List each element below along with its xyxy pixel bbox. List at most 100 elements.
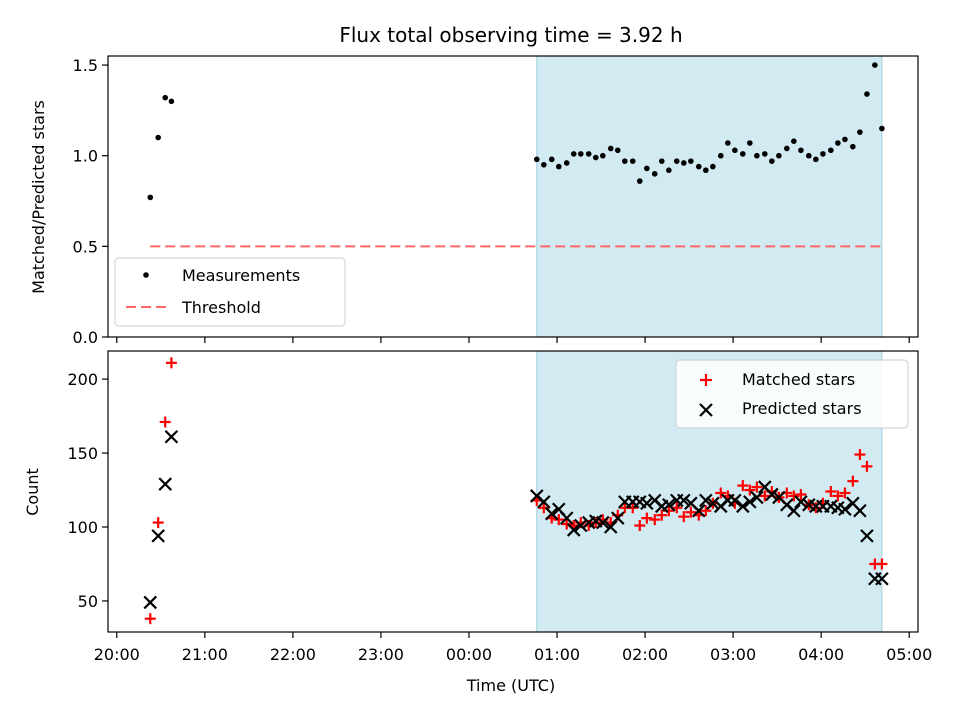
top-legend-box xyxy=(114,257,346,327)
measurement-point xyxy=(673,158,680,164)
measurement-point xyxy=(791,138,797,145)
measurement-point xyxy=(155,134,161,141)
measurement-point xyxy=(717,152,724,159)
predicted-star-point xyxy=(838,502,852,517)
measurement-point xyxy=(541,161,547,168)
measurement-point xyxy=(658,158,665,164)
legend-measurement-marker xyxy=(143,272,149,278)
measurement-point xyxy=(147,194,154,201)
matched-star-point xyxy=(538,502,550,514)
bottom-y-axis-label: Count xyxy=(23,468,42,516)
y-tick-label: 50 xyxy=(78,592,98,611)
predicted-star-point xyxy=(603,520,618,534)
measurement-point xyxy=(607,145,614,152)
measurement-point xyxy=(806,152,812,159)
predicted-star-point xyxy=(537,495,551,509)
measurement-point xyxy=(592,154,599,161)
x-axis-label: Time (UTC) xyxy=(466,676,555,695)
matched-star-point xyxy=(561,518,573,530)
x-tick-label: 21:00 xyxy=(182,645,228,664)
predicted-star-point xyxy=(151,529,165,543)
measurement-point xyxy=(629,158,636,164)
predicted-star-point xyxy=(610,511,625,525)
bottom-axes-frame xyxy=(107,350,919,633)
figure-title: Flux total observing time = 3.92 h xyxy=(339,23,682,47)
y-tick-label: 1.0 xyxy=(73,147,98,166)
measurement-point xyxy=(739,151,746,157)
predicted-star-point xyxy=(706,496,720,511)
x-tick-label: 05:00 xyxy=(886,645,932,664)
bottom-data-points xyxy=(143,357,889,625)
predicted-star-point xyxy=(787,503,801,518)
matched-star-point xyxy=(144,613,156,625)
measurement-point xyxy=(762,151,768,157)
matched-star-point xyxy=(795,488,807,500)
x-tick-label: 04:00 xyxy=(798,645,844,664)
y-tick-label: 1.5 xyxy=(73,56,98,75)
measurement-point xyxy=(710,163,716,170)
predicted-star-point xyxy=(164,430,179,444)
legend-predicted-marker xyxy=(699,403,713,417)
top-chart: 0.0 0.5 1.0 1.5 Matched/Predicted stars Mea… xyxy=(29,55,919,347)
matched-star-point xyxy=(751,481,763,493)
predicted-star-point xyxy=(765,487,779,502)
y-tick-label: 200 xyxy=(67,370,98,389)
measurement-point xyxy=(162,94,169,101)
measurement-point xyxy=(850,143,856,150)
y-tick-label: 100 xyxy=(67,518,98,537)
measurement-point xyxy=(681,160,687,166)
matched-star-point xyxy=(788,490,800,502)
predicted-star-point xyxy=(691,503,706,518)
predicted-star-point xyxy=(677,493,691,508)
measurement-point xyxy=(563,160,570,166)
top-legend: Measurements Threshold xyxy=(114,257,346,327)
matched-star-point xyxy=(737,480,749,492)
matched-star-point xyxy=(159,416,171,428)
measurement-point xyxy=(872,62,878,68)
top-axes-frame xyxy=(107,55,919,338)
measurement-point xyxy=(725,140,731,146)
matched-star-point xyxy=(876,558,888,570)
predicted-star-point xyxy=(640,496,654,511)
matched-star-point xyxy=(634,520,646,532)
matched-star-point xyxy=(649,514,661,526)
matched-star-point xyxy=(700,505,712,517)
measurement-point xyxy=(666,167,672,174)
measurement-point xyxy=(168,98,175,105)
matched-star-point xyxy=(165,357,177,369)
predicted-star-point xyxy=(794,495,808,509)
measurement-point xyxy=(533,156,540,163)
bottom-legend: Matched stars Predicted stars xyxy=(675,359,909,429)
measurement-point xyxy=(570,151,577,157)
y-tick-label: 150 xyxy=(67,444,98,463)
measurement-point xyxy=(857,129,863,135)
predicted-star-point xyxy=(143,595,158,610)
measurement-point xyxy=(754,152,760,159)
measurement-point xyxy=(835,140,841,146)
x-tick-label: 01:00 xyxy=(534,645,580,664)
predicted-star-point xyxy=(544,506,559,521)
top-y-ticks: 0.0 0.5 1.0 1.5 xyxy=(73,56,108,347)
measurement-point xyxy=(828,147,834,154)
matched-star-point xyxy=(839,487,851,499)
x-tick-label: 03:00 xyxy=(710,645,756,664)
measurement-point xyxy=(622,158,628,164)
measurement-point xyxy=(585,151,592,157)
predicted-star-point xyxy=(728,493,742,508)
x-tick-label: 23:00 xyxy=(358,645,404,664)
legend-matched-label: Matched stars xyxy=(742,370,855,389)
measurement-point xyxy=(703,167,709,174)
predicted-star-point xyxy=(574,518,588,533)
x-tick-label: 02:00 xyxy=(622,645,668,664)
x-tick-label: 22:00 xyxy=(270,645,316,664)
top-x-ticks xyxy=(116,337,910,343)
measurement-point xyxy=(879,125,885,132)
bottom-x-ticks: 20:00 21:00 22:00 23:00 00:00 01:00 02:00 03:00… xyxy=(94,632,932,664)
predicted-star-point xyxy=(559,511,574,525)
measurement-point xyxy=(798,147,804,154)
measurement-point xyxy=(577,151,584,157)
measurement-point xyxy=(695,163,702,170)
matched-star-point xyxy=(685,506,697,518)
predicted-star-point xyxy=(566,523,581,537)
measurement-point xyxy=(820,151,826,157)
